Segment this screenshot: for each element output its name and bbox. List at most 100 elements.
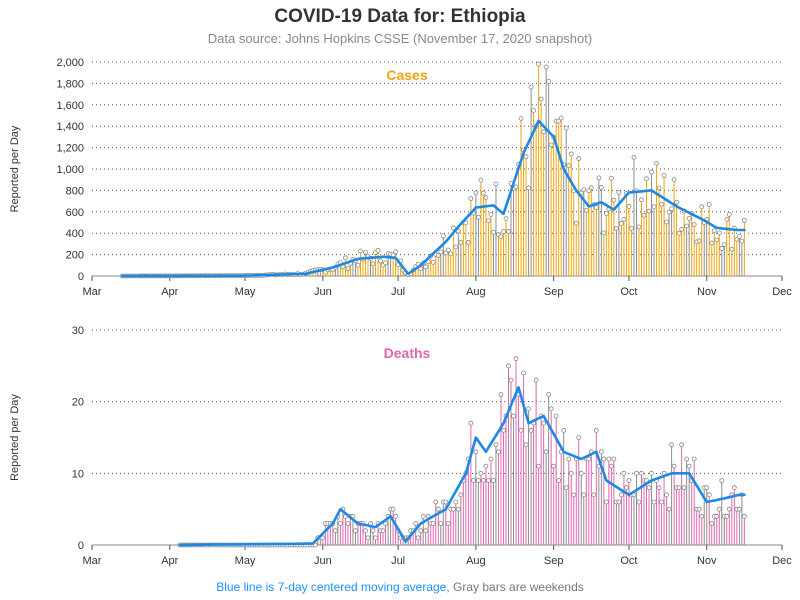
deaths-point bbox=[719, 478, 725, 483]
cases-point bbox=[488, 212, 494, 217]
cases-point bbox=[475, 214, 481, 220]
deaths-point bbox=[506, 363, 511, 369]
deaths-point bbox=[430, 521, 436, 526]
deaths-point bbox=[679, 442, 685, 448]
deaths-point bbox=[475, 478, 481, 483]
deaths-point bbox=[496, 449, 501, 455]
cases-point bbox=[691, 222, 697, 227]
deaths-point bbox=[511, 413, 516, 419]
cases-point bbox=[566, 163, 572, 168]
cases-point bbox=[491, 229, 496, 235]
deaths-point bbox=[686, 463, 692, 469]
cases-point bbox=[458, 239, 464, 245]
deaths-point bbox=[445, 521, 451, 526]
cases-point bbox=[435, 253, 441, 258]
deaths-point bbox=[666, 506, 672, 512]
deaths-x-tick-label: Jun bbox=[314, 555, 332, 567]
cases-x-tick-label: Oct bbox=[620, 286, 637, 298]
cases-x-tick-label: Sep bbox=[544, 286, 564, 298]
cases-point bbox=[603, 211, 609, 216]
cases-point bbox=[343, 255, 348, 261]
cases-point bbox=[556, 118, 562, 124]
deaths-point bbox=[390, 506, 396, 512]
deaths-point bbox=[541, 420, 547, 426]
deaths-point bbox=[521, 370, 526, 376]
cases-point bbox=[674, 199, 680, 205]
cases-point bbox=[465, 240, 471, 245]
cases-point bbox=[664, 219, 669, 225]
cases-point bbox=[526, 185, 531, 191]
deaths-point bbox=[736, 506, 742, 512]
deaths-point bbox=[491, 478, 496, 483]
cases-x-tick-label: Dec bbox=[772, 286, 792, 298]
cases-point bbox=[383, 260, 388, 266]
deaths-point bbox=[606, 456, 612, 462]
cases-point bbox=[438, 249, 444, 255]
deaths-x-tick-label: Aug bbox=[466, 555, 486, 567]
deaths-x-tick-label: Oct bbox=[620, 555, 637, 567]
cases-y-tick-label: 600 bbox=[66, 207, 84, 219]
cases-point bbox=[739, 238, 745, 244]
deaths-point bbox=[526, 406, 531, 412]
cases-point bbox=[430, 259, 436, 265]
cases-point bbox=[659, 201, 664, 207]
cases-point bbox=[676, 230, 682, 236]
footnote-moving-average: Blue line is 7-day centered moving avera… bbox=[216, 580, 450, 594]
deaths-x-tick-label: Dec bbox=[772, 555, 792, 567]
cases-point bbox=[608, 175, 614, 181]
cases-point bbox=[506, 229, 511, 234]
cases-point bbox=[641, 212, 647, 218]
cases-point bbox=[671, 177, 677, 183]
cases-point bbox=[523, 154, 529, 160]
cases-point bbox=[719, 246, 725, 251]
cases-point bbox=[481, 190, 486, 196]
deaths-point bbox=[659, 499, 664, 505]
cases-x-tick-label: May bbox=[235, 286, 256, 298]
deaths-point bbox=[420, 513, 426, 519]
cases-point bbox=[614, 225, 619, 231]
cases-point bbox=[546, 78, 552, 84]
cases-point bbox=[716, 230, 722, 236]
deaths-point bbox=[486, 478, 491, 483]
deaths-point bbox=[706, 492, 712, 498]
deaths-point bbox=[566, 456, 572, 462]
cases-point bbox=[375, 248, 381, 253]
cases-point bbox=[639, 197, 644, 203]
deaths-point bbox=[741, 513, 747, 519]
cases-point bbox=[423, 264, 429, 270]
cases-point bbox=[656, 185, 662, 191]
deaths-y-axis-label: Reported per Day bbox=[9, 394, 21, 481]
deaths-point bbox=[586, 456, 592, 462]
cases-y-tick-label: 1,200 bbox=[56, 143, 84, 155]
deaths-point bbox=[543, 449, 549, 455]
deaths-point bbox=[435, 506, 441, 512]
deaths-point bbox=[669, 442, 674, 448]
deaths-point bbox=[556, 478, 562, 483]
cases-point bbox=[711, 228, 717, 234]
deaths-point bbox=[578, 470, 584, 476]
cases-point bbox=[501, 229, 506, 234]
deaths-point bbox=[468, 420, 474, 426]
deaths-point bbox=[651, 499, 657, 505]
deaths-x-tick-label: Nov bbox=[697, 555, 717, 567]
cases-y-tick-label: 1,600 bbox=[56, 100, 84, 112]
cases-x-tick-label: Aug bbox=[466, 286, 486, 298]
footnote: Blue line is 7-day centered moving avera… bbox=[0, 580, 800, 594]
deaths-x-tick-label: Jul bbox=[391, 555, 405, 567]
cases-point bbox=[393, 249, 399, 255]
cases-x-tick-label: Mar bbox=[83, 286, 102, 298]
deaths-point bbox=[601, 456, 607, 462]
cases-point bbox=[463, 220, 469, 226]
cases-y-tick-label: 0 bbox=[78, 271, 84, 283]
deaths-point bbox=[568, 470, 574, 476]
deaths-y-tick-label: 30 bbox=[72, 325, 84, 337]
deaths-point bbox=[365, 535, 371, 541]
cases-point bbox=[543, 64, 549, 70]
cases-x-tick-label: Jul bbox=[391, 286, 405, 298]
cases-point bbox=[646, 208, 652, 214]
deaths-point bbox=[636, 499, 642, 505]
cases-point bbox=[666, 209, 672, 215]
cases-point bbox=[443, 250, 449, 256]
deaths-point bbox=[553, 413, 559, 419]
deaths-point bbox=[423, 528, 429, 534]
